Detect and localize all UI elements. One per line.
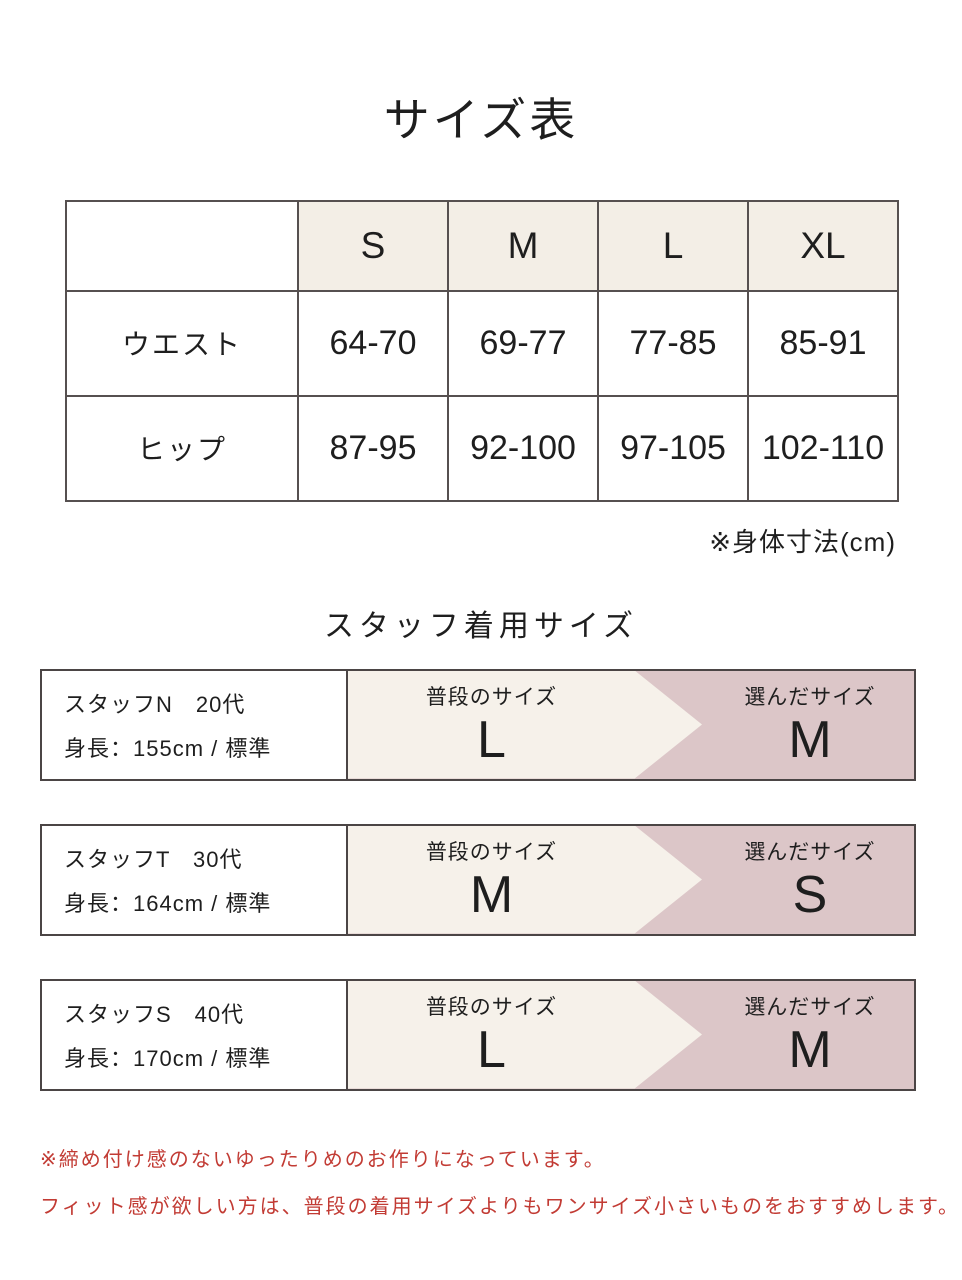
footnote-line-2: フィット感が欲しい方は、普段の着用サイズよりもワンサイズ小さいものをおすすめしま… (40, 1195, 960, 1218)
staff-sizes-s: 普段のサイズ L 選んだサイズ M (348, 980, 914, 1089)
hip-value-m: 92-100 (447, 394, 599, 502)
usual-size-block: 普段のサイズ L (348, 671, 635, 779)
usual-size-value: L (477, 1021, 506, 1080)
usual-size-value: M (469, 866, 514, 925)
size-column-m: M (447, 199, 599, 292)
staff-section-heading: スタッフ着用サイズ (323, 609, 639, 643)
staff-row-t: スタッフT 30代 身長：164cm / 標準 普段のサイズ M 選んだサイズ … (40, 823, 916, 936)
staff-name: スタッフT 30代 (64, 846, 243, 872)
chosen-size-value: S (792, 866, 828, 925)
chevron-arrow-shape (348, 980, 702, 1089)
table-row-waist: ウエスト 64-70 69-77 77-85 85-91 (65, 289, 899, 397)
waist-value-xl: 85-91 (747, 289, 899, 397)
staff-info-n: スタッフN 20代 身長：155cm / 標準 (42, 670, 348, 779)
waist-value-m: 69-77 (447, 289, 599, 397)
hip-value-s: 87-95 (297, 394, 449, 502)
usual-size-block: 普段のサイズ L (348, 981, 635, 1089)
footnote-line-1: ※締め付け感のないゆったりめのお作りになっています。 (40, 1148, 606, 1171)
chosen-size-block: 選んだサイズ M (702, 671, 918, 779)
chevron-arrow-shape (348, 670, 702, 779)
size-column-s: S (297, 199, 449, 292)
chosen-size-label: 選んだサイズ (744, 996, 876, 1020)
chosen-size-value: M (788, 1021, 832, 1080)
usual-size-label: 普段のサイズ (425, 686, 558, 710)
footnotes: ※締め付け感のないゆったりめのお作りになっています。 フィット感が欲しい方は、普… (40, 1137, 962, 1231)
waist-value-s: 64-70 (297, 289, 449, 397)
staff-sizes-n: 普段のサイズ L 選んだサイズ M (348, 670, 914, 779)
staff-height: 身長：155cm / 標準 (64, 735, 272, 761)
hip-value-xl: 102-110 (747, 394, 899, 502)
staff-name: スタッフN 20代 (64, 691, 246, 717)
chosen-size-block: 選んだサイズ S (702, 826, 918, 934)
staff-name: スタッフS 40代 (64, 1001, 245, 1027)
chosen-size-label: 選んだサイズ (744, 686, 876, 710)
row-label-waist: ウエスト (65, 289, 299, 397)
size-column-l: L (597, 199, 749, 292)
staff-sizes-t: 普段のサイズ M 選んだサイズ S (348, 825, 914, 934)
staff-row-n: スタッフN 20代 身長：155cm / 標準 普段のサイズ L 選んだサイズ … (40, 668, 916, 781)
staff-row-s: スタッフS 40代 身長：170cm / 標準 普段のサイズ L 選んだサイズ … (40, 978, 916, 1091)
usual-size-block: 普段のサイズ M (348, 826, 635, 934)
staff-rows: スタッフN 20代 身長：155cm / 標準 普段のサイズ L 選んだサイズ … (0, 668, 962, 1091)
staff-info-s: スタッフS 40代 身長：170cm / 標準 (42, 980, 348, 1089)
row-label-hip: ヒップ (65, 394, 299, 502)
chosen-size-value: M (788, 711, 832, 770)
size-chart-table: S M L XL ウエスト 64-70 69-77 77-85 85-91 ヒッ… (65, 199, 899, 502)
table-row-hip: ヒップ 87-95 92-100 97-105 102-110 (65, 394, 899, 502)
body-measurement-note: ※身体寸法(cm) (709, 526, 896, 557)
usual-size-value: L (477, 711, 506, 770)
staff-info-t: スタッフT 30代 身長：164cm / 標準 (42, 825, 348, 934)
hip-value-l: 97-105 (597, 394, 749, 502)
usual-size-label: 普段のサイズ (425, 841, 558, 865)
staff-height: 身長：164cm / 標準 (64, 890, 272, 916)
size-chart-header-row: S M L XL (65, 199, 899, 292)
size-column-xl: XL (747, 199, 899, 292)
waist-value-l: 77-85 (597, 289, 749, 397)
chosen-size-label: 選んだサイズ (744, 841, 876, 865)
size-chart-corner-cell (65, 199, 299, 292)
staff-height: 身長：170cm / 標準 (64, 1045, 272, 1071)
page-title: サイズ表 (383, 94, 579, 146)
usual-size-label: 普段のサイズ (425, 996, 558, 1020)
chevron-arrow-shape (348, 825, 702, 934)
chosen-size-block: 選んだサイズ M (702, 981, 918, 1089)
